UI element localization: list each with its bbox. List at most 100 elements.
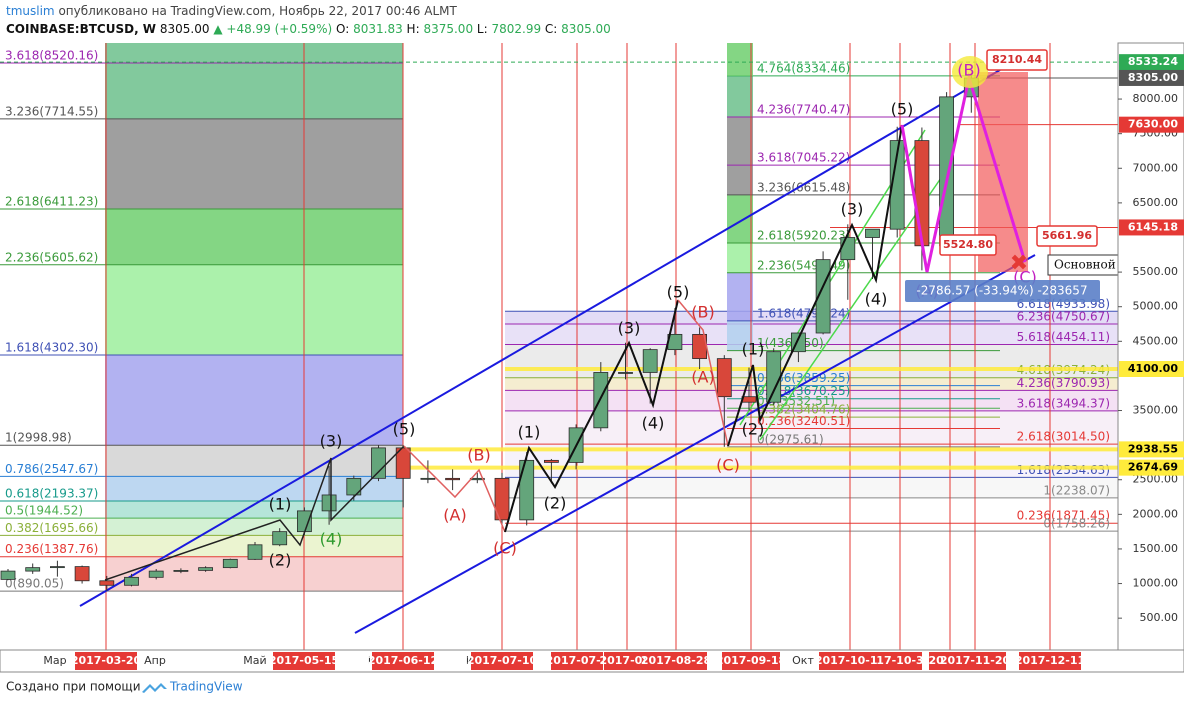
date-tag-label: 2017-05-15 [269,654,339,667]
y-tick-label: 1500.00 [1133,542,1179,555]
header-line: tmuslim опубликовано на TradingView.com,… [6,4,457,18]
arrow: ▲ [213,22,223,36]
price-tag-label: 2674.69 [1128,461,1178,474]
fib-label: 3.618(8520.16) [5,49,98,63]
wave-path [900,72,1027,273]
fib-label: 5.618(4454.11) [1017,330,1110,344]
fib-label: 0.236(1387.76) [5,542,98,556]
footer-brand: TradingView [169,680,243,694]
date-tag-label: 2017-03-20 [71,654,142,667]
ohlc-key: H: [407,22,420,36]
candle-body [420,477,436,480]
fib-label: 3.618(7045.22) [757,151,850,165]
ohlc-key: L: [477,22,488,36]
price-tag-label: 8533.24 [1128,55,1178,68]
date-tag [645,652,707,670]
fib-label: 4.764(8334.46) [757,61,850,75]
month-label: Окт [792,654,814,667]
candle-body [25,567,41,572]
tooltip-text: Основной [1054,258,1116,272]
fib-band [505,323,1118,345]
candle-body [371,447,386,479]
wave-label: (B) [691,303,714,322]
date-tag-label: 2017-07-3 [546,654,609,667]
date-tag-label: 17-10-3 [876,654,923,667]
footer-text: Создано при помощи [6,680,141,694]
ohlc-value: 7802.99 [491,22,541,36]
price-tag [1119,219,1184,236]
wave-label: (4) [642,414,665,433]
candle-body [519,459,535,521]
callout-text: 5661.96 [1042,229,1092,242]
candle-body [889,140,905,230]
candle-body [840,237,856,261]
date-tag-label: 2017-06-12 [368,654,438,667]
fib-label: 2.618(5920.23) [757,229,850,243]
candle-body [124,576,139,586]
fib-label: 1.618(4795.24) [757,306,850,320]
fib-label: 0.236(3240.51) [757,414,850,428]
candle-body [173,570,189,572]
candle-body [716,358,732,398]
wave-label: (C) [493,539,517,558]
candle-body [296,510,312,533]
fib-label: 0.5(1944.52) [5,504,83,518]
y-tick-label: 2500.00 [1133,473,1179,486]
price-tag-label: 8305.00 [1128,71,1178,84]
fib-label: 0.786(2547.67) [5,462,98,476]
date-tag [722,652,780,670]
fib-band [105,445,403,477]
plot-area: 3.618(8520.16) 3.236(7714.55) 2.618(6411.2… [0,43,1118,650]
fib-label: 1.618(4302.30) [5,340,98,354]
price-tag-label: 7630.00 [1128,118,1178,131]
fib-label: 1(2998.98) [5,431,72,445]
y-tick-label: 6500.00 [1133,196,1179,209]
y-tick-label: 500.00 [1140,611,1179,624]
date-tag [551,652,603,670]
wave-label: (A) [443,506,466,525]
candle-body [741,396,757,403]
date-tag-label: 2017-07-10 [467,654,538,667]
fib-label: 6.236(4750.67) [1017,309,1110,323]
callout-text: 5524.80 [943,238,993,251]
date-tag [1019,652,1081,670]
fib-band [727,320,753,351]
fib-band [105,63,403,119]
ohlc-key: C: [545,22,557,36]
wave-label: (5) [667,283,690,302]
date-tag-label: 2017-11-20 [940,654,1011,667]
fib-label: 0.236(1871.45) [1017,509,1110,523]
wave-label: (C) [716,456,740,475]
candle-body [494,477,510,521]
fib-label: 0.382(3404.76) [757,403,850,417]
channel-line [79,69,1001,607]
ohlc-value: 8031.83 [353,22,403,36]
wave-path [504,299,679,533]
y-tick-label: 5000.00 [1133,300,1179,313]
candle-body [272,531,288,546]
price-tag [1119,54,1184,71]
month-label: Мар [43,654,66,667]
fib-band [727,194,753,244]
fib-band [727,117,753,166]
candle-body [247,544,263,560]
ohlc-value: 8305.00 [561,22,611,36]
highlight [952,56,988,88]
date-tag-label: 2017-12-11 [1015,654,1085,667]
price-tag [1119,441,1184,458]
wave-label: (1) [742,340,765,359]
candle-body [346,477,362,496]
wave-path [727,124,903,447]
candle-body [99,580,115,586]
wave-label: (2) [544,494,567,513]
last: 8305.00 [160,22,210,36]
fib-label: 2.618(3014.50) [1017,430,1110,444]
month-label: Апр [144,654,166,667]
fib-band [105,209,403,265]
y-tick-label: 4500.00 [1133,334,1179,347]
wave-label: (1) [518,423,541,442]
fib-label: 4.236(3790.93) [1017,376,1110,390]
candle-body [939,96,954,247]
fib-label: 3.236(6615.48) [757,180,850,194]
